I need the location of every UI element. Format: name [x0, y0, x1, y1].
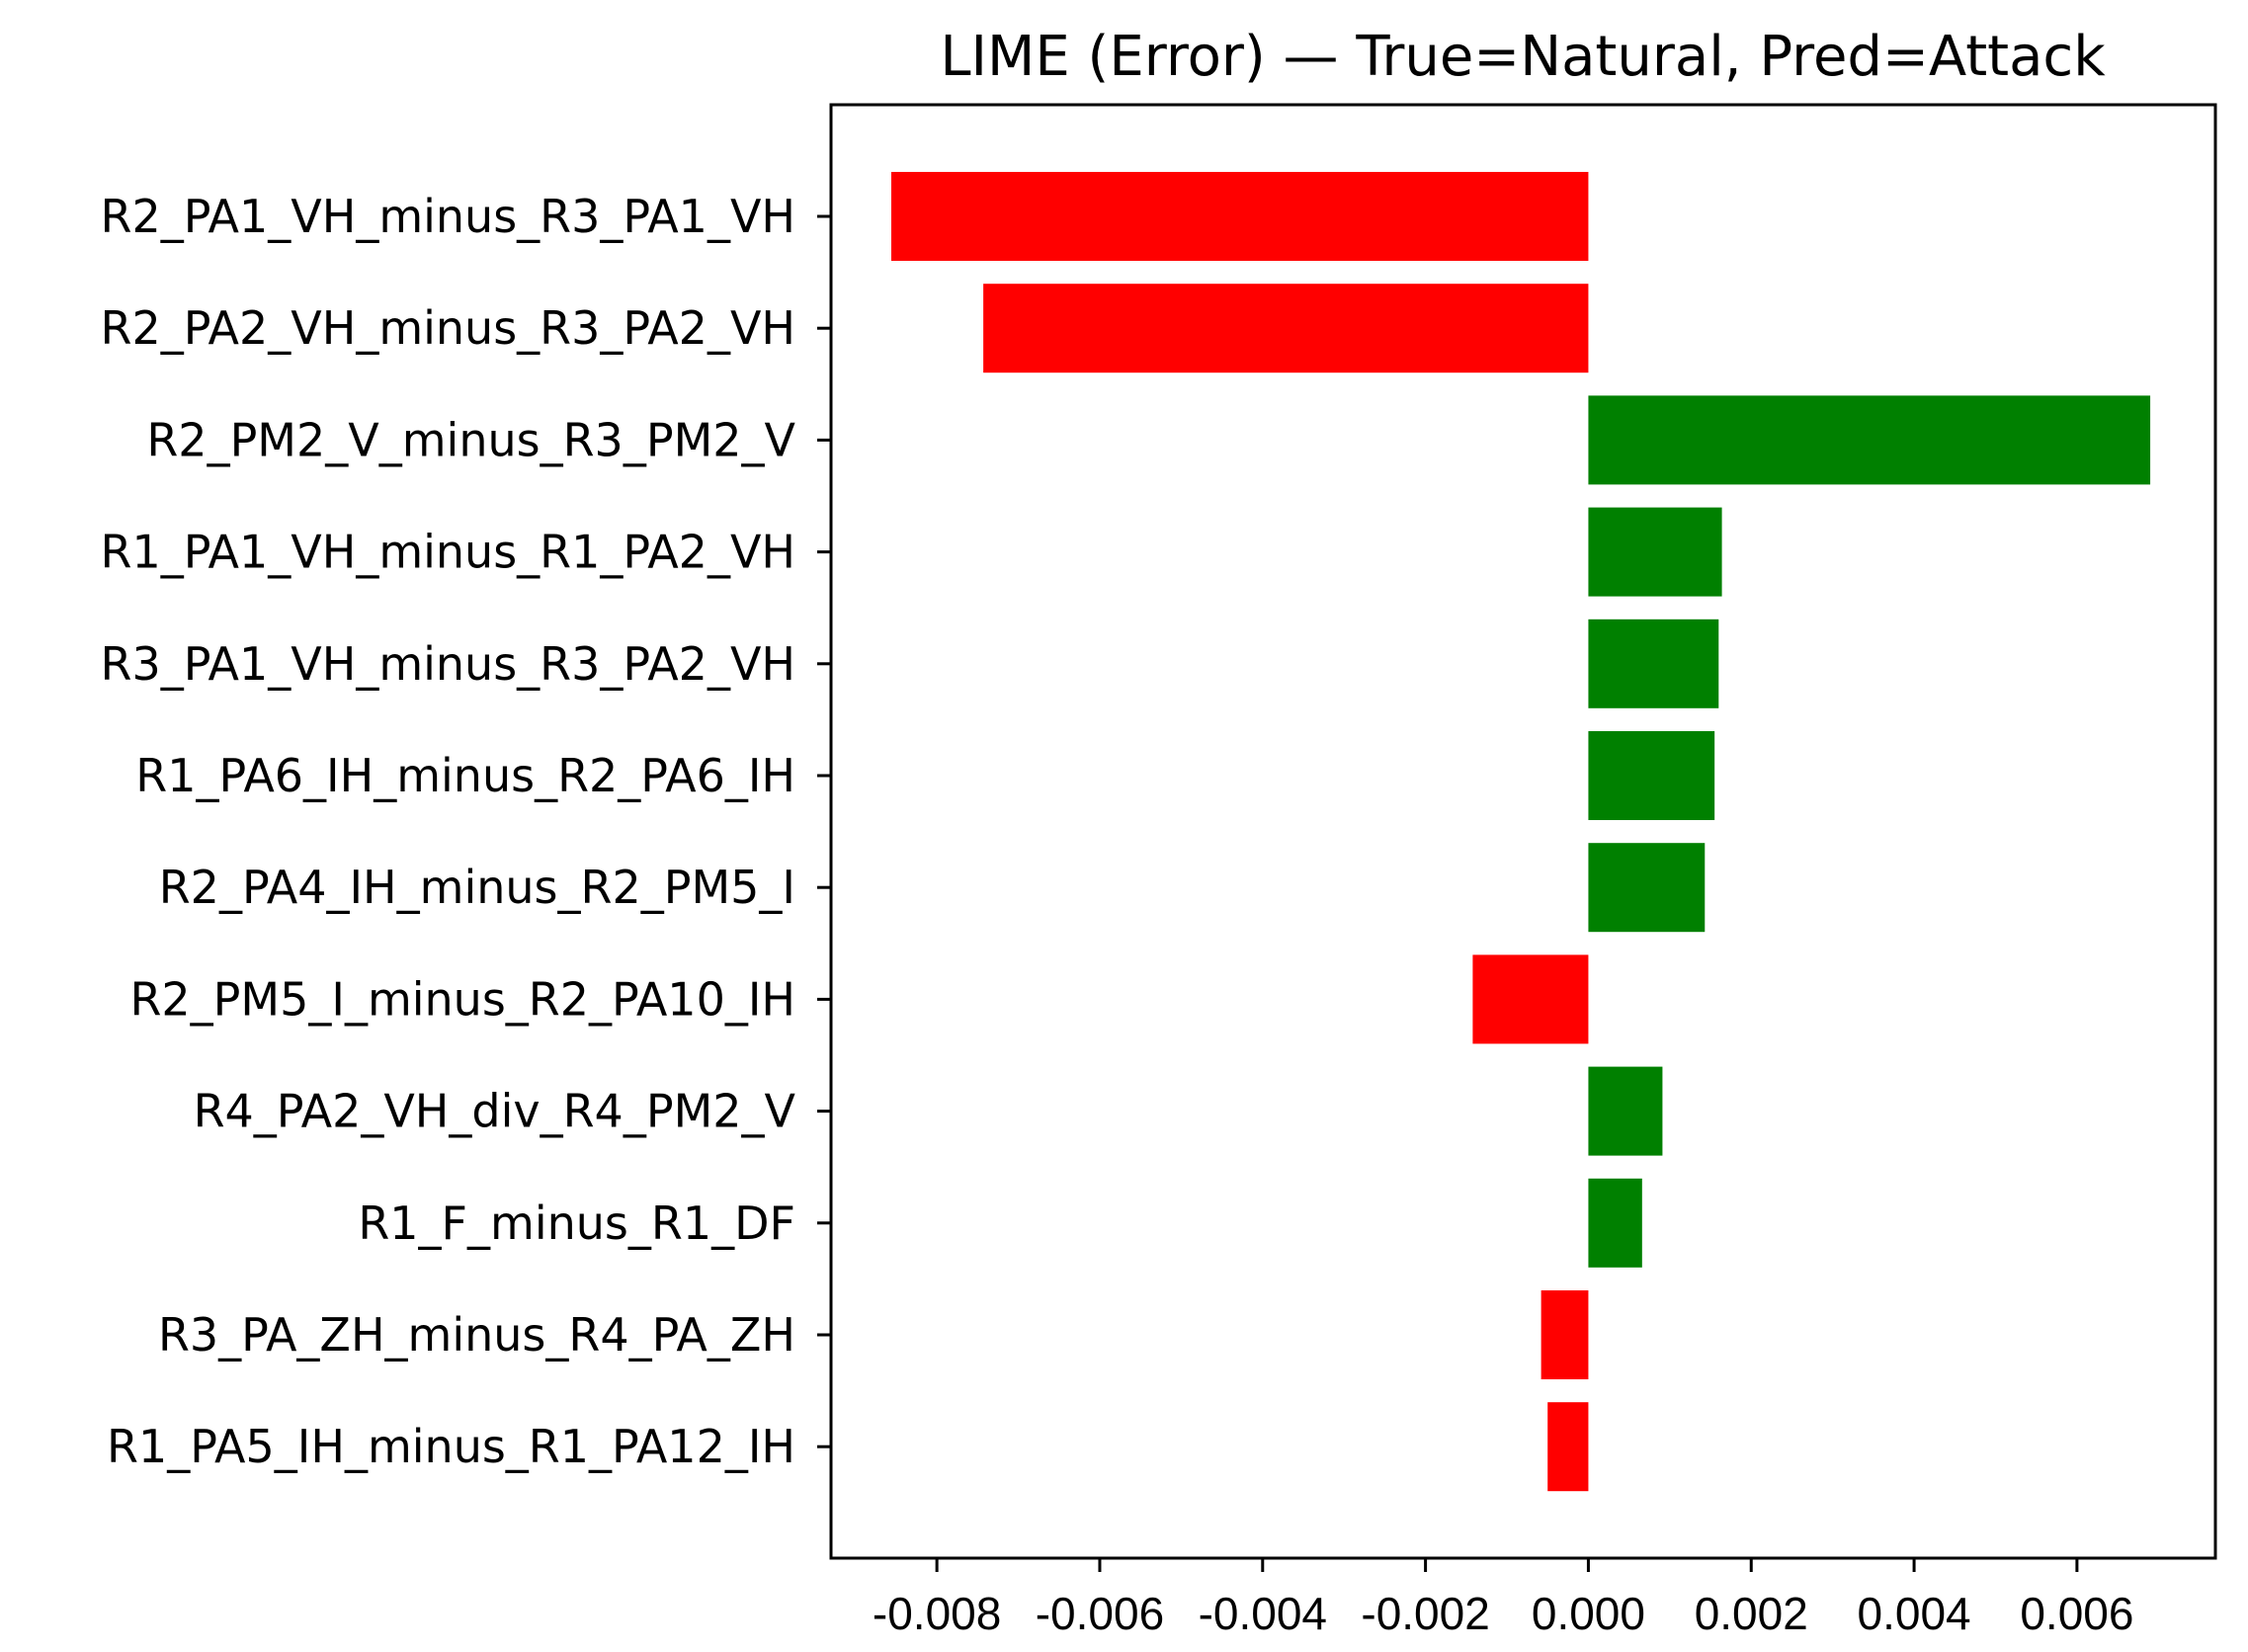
- x-tick-label: 0.002: [1695, 1588, 1808, 1639]
- y-tick-label: R4_PA2_VH_div_R4_PM2_V: [194, 1085, 796, 1138]
- bar-7: [1588, 843, 1706, 933]
- y-tick-label: R1_PA5_IH_minus_R1_PA12_IH: [107, 1420, 795, 1473]
- bar-9: [1588, 1066, 1663, 1156]
- y-tick-label: R2_PA4_IH_minus_R2_PM5_I: [159, 861, 795, 914]
- chart-title: LIME (Error) — True=Natural, Pred=Attack: [940, 25, 2106, 89]
- y-tick-label: R2_PM2_V_minus_R3_PM2_V: [146, 413, 795, 466]
- plot-frame: [829, 103, 2217, 1560]
- bars-layer: [890, 172, 2151, 1492]
- x-tick-label: -0.008: [873, 1588, 1001, 1639]
- bar-3: [1588, 395, 2151, 485]
- bar-4: [1588, 507, 1722, 597]
- y-tick-label: R1_PA6_IH_minus_R2_PA6_IH: [135, 749, 795, 802]
- x-tick-label: 0.004: [1858, 1588, 1971, 1639]
- x-tick-label: 0.000: [1532, 1588, 1645, 1639]
- y-tick-label: R2_PA2_VH_minus_R3_PA2_VH: [101, 301, 796, 355]
- bar-1: [890, 172, 1589, 261]
- y-tick-label: R1_PA1_VH_minus_R1_PA2_VH: [101, 526, 796, 579]
- x-ticks-layer: -0.008 -0.006 -0.004 -0.002 0.000 0.002 0.004 0…: [873, 1558, 2133, 1639]
- y-tick-label: R1_F_minus_R1_DF: [358, 1197, 795, 1250]
- bar-11: [1540, 1290, 1589, 1379]
- bar-5: [1588, 619, 1719, 708]
- y-tick-label: R3_PA1_VH_minus_R3_PA2_VH: [101, 637, 796, 691]
- x-tick-label: -0.006: [1036, 1588, 1164, 1639]
- x-tick-label: 0.006: [2020, 1588, 2133, 1639]
- bar-12: [1547, 1402, 1589, 1492]
- y-tick-label: R2_PM5_I_minus_R2_PA10_IH: [129, 972, 795, 1026]
- bar-10: [1588, 1178, 1642, 1268]
- bar-6: [1588, 731, 1715, 820]
- y-tick-label: R2_PA1_VH_minus_R3_PA1_VH: [101, 190, 796, 243]
- bar-2: [983, 284, 1589, 373]
- bar-8: [1472, 954, 1589, 1044]
- y-tick-label: R3_PA_ZH_minus_R4_PA_ZH: [158, 1308, 795, 1362]
- x-tick-label: -0.004: [1199, 1588, 1327, 1639]
- axes-layer: [829, 103, 2217, 1560]
- y-ticks-layer: R2_PA1_VH_minus_R3_PA1_VH R2_PA2_VH_minus…: [101, 190, 831, 1473]
- x-tick-label: -0.002: [1361, 1588, 1489, 1639]
